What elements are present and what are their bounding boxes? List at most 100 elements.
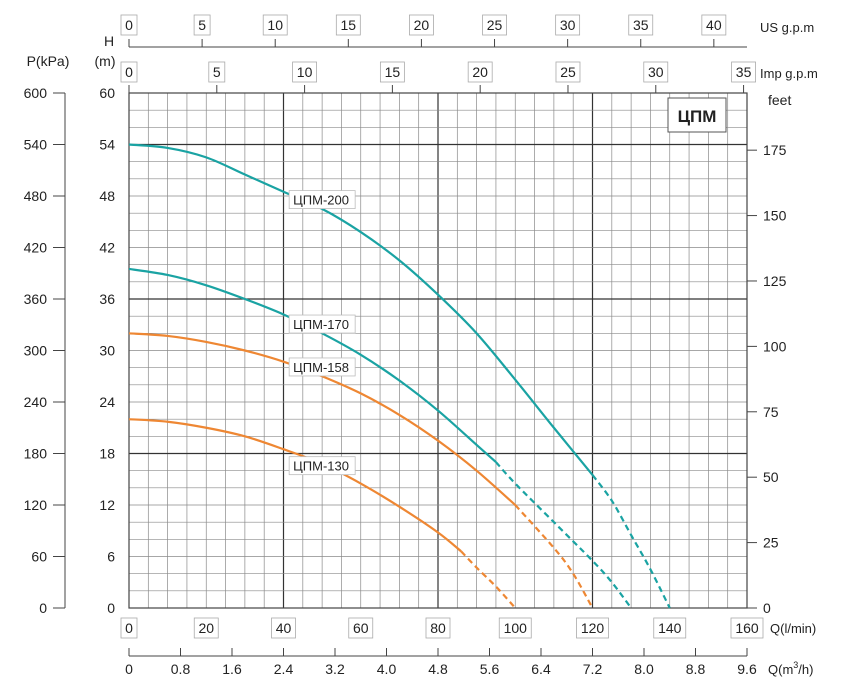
- y-tick-label-pressure: 300: [24, 343, 48, 359]
- curve-solid-цпм-130: [128, 418, 462, 553]
- imp-gpm-tick-box: [120, 61, 138, 83]
- y-tick-label-head: 24: [99, 394, 115, 410]
- y-tick-label-head: 36: [99, 291, 115, 307]
- x-tick-box: [653, 617, 687, 639]
- x-axis-label-imp-gpm: Imp g.p.m: [760, 66, 818, 81]
- x-tick-label-m3h: 4.8: [428, 661, 448, 677]
- y-tick-label-head: 18: [99, 446, 115, 462]
- curve-dashed-цпм-158: [514, 504, 594, 609]
- x-tick-box: [193, 617, 219, 639]
- x-tick-label: 160: [735, 620, 759, 636]
- x-tick-label-us-gpm: 40: [706, 17, 722, 33]
- plot-border: [128, 92, 748, 609]
- curve-solid-цпм-200: [128, 143, 594, 476]
- x-tick-label-imp-gpm: 30: [648, 64, 664, 80]
- curve-label: ЦПМ-170: [293, 317, 349, 332]
- curve-labels: ЦПМ-200 ЦПМ-170 ЦПМ-158 ЦПМ-130 ЦПМ: [288, 97, 727, 476]
- x-tick-label: 120: [581, 620, 605, 636]
- y-axis-label-head-unit: (m): [95, 53, 116, 69]
- y-tick-label-head: 0: [107, 600, 115, 616]
- imp-gpm-tick-box: [292, 61, 317, 83]
- x-tick-label-us-gpm: 35: [633, 17, 649, 33]
- x-axis-label: Q(l/min): [770, 621, 816, 636]
- y-tick-label-pressure: 60: [31, 549, 47, 565]
- y-tick-label-head: 54: [99, 137, 115, 153]
- us-gpm-tick-box: [193, 14, 211, 36]
- us-gpm-tick-box: [335, 14, 361, 36]
- x-tick-label-us-gpm: 15: [341, 17, 357, 33]
- imp-gpm-tick-box: [208, 61, 226, 83]
- y-tick-label-pressure: 120: [24, 497, 48, 513]
- x-tick-label-m3h: 4.0: [377, 661, 397, 677]
- x-tick-label: 20: [198, 620, 214, 636]
- y-tick-label-head: 30: [99, 343, 115, 359]
- x-tick-label-m3h: 2.4: [274, 661, 294, 677]
- x-axis-label-us-gpm: US g.p.m: [760, 20, 814, 35]
- x-tick-label: 0: [125, 620, 133, 636]
- curve-label-box: [288, 357, 356, 377]
- x-tick-label: 140: [658, 620, 682, 636]
- x-tick-label-m3h: 3.2: [325, 661, 345, 677]
- x-tick-label-m3h: 5.6: [480, 661, 500, 677]
- us-gpm-tick-box: [409, 14, 434, 36]
- x-tick-label: 80: [430, 620, 446, 636]
- us-gpm-tick-box: [555, 14, 581, 36]
- x-tick-box: [576, 617, 609, 639]
- us-gpm-tick-box: [482, 14, 507, 36]
- grid: [128, 92, 748, 609]
- y-tick-label-pressure: 240: [24, 394, 48, 410]
- x-tick-label-m3h: 6.4: [531, 661, 551, 677]
- y-tick-label-feet: 100: [763, 338, 787, 354]
- x-tick-label-us-gpm: 5: [198, 17, 206, 33]
- y-tick-label-pressure: 600: [24, 85, 48, 101]
- imp-gpm-tick-box: [643, 61, 669, 83]
- x-tick-label: 100: [504, 620, 528, 636]
- y-tick-label-feet: 125: [763, 273, 787, 289]
- imp-gpm-tick-box: [379, 61, 405, 83]
- chart-title: ЦПМ: [678, 107, 717, 126]
- y-tick-label-pressure: 180: [24, 446, 48, 462]
- y-tick-label-head: 48: [99, 188, 115, 204]
- curve-label-box: [288, 456, 356, 476]
- x-tick-label-m3h: 7.2: [583, 661, 603, 677]
- x-tick-label: 40: [276, 620, 292, 636]
- x-tick-label-us-gpm: 10: [267, 17, 283, 33]
- y-tick-label-feet: 50: [763, 469, 779, 485]
- curve-dashed-цпм-200: [591, 474, 671, 609]
- pump-curves: [128, 143, 671, 609]
- x-tick-box: [498, 617, 532, 639]
- y-tick-label-pressure: 420: [24, 240, 48, 256]
- x-tick-label-us-gpm: 20: [414, 17, 430, 33]
- curve-label: ЦПМ-158: [293, 360, 349, 375]
- x-tick-label-m3h: 8.8: [686, 661, 706, 677]
- curve-label-box: [288, 314, 356, 334]
- x-tick-label-m3h: 0: [125, 661, 133, 677]
- y-tick-label-feet: 175: [763, 142, 787, 158]
- curve-label-box: [288, 190, 356, 209]
- y-tick-label-feet: 150: [763, 208, 787, 224]
- y-axis-label-feet: feet: [768, 92, 791, 108]
- x-tick-box: [425, 617, 451, 639]
- x-tick-label-imp-gpm: 15: [385, 64, 401, 80]
- curve-label: ЦПМ-130: [293, 459, 349, 474]
- x-tick-label-us-gpm: 0: [125, 17, 133, 33]
- y-tick-label-pressure: 360: [24, 291, 48, 307]
- x-tick-label-m3h: 1.6: [222, 661, 242, 677]
- x-tick-box: [348, 617, 374, 639]
- us-gpm-tick-box: [120, 14, 138, 36]
- y-tick-label-head: 6: [107, 549, 115, 565]
- y-axis-label-pressure: P(kPa): [27, 53, 70, 69]
- x-tick-label-imp-gpm: 20: [472, 64, 488, 80]
- y-tick-label-head: 12: [99, 497, 115, 513]
- y-tick-label-pressure: 0: [39, 600, 47, 616]
- imp-gpm-tick-box: [555, 61, 581, 83]
- curve-dashed-цпм-170: [495, 461, 633, 609]
- x-tick-label-m3h: 8.0: [634, 661, 654, 677]
- curve-dashed-цпм-130: [460, 550, 517, 609]
- us-gpm-tick-box: [701, 14, 727, 36]
- y-tick-label-head: 60: [99, 85, 115, 101]
- curve-label: ЦПМ-200: [293, 193, 349, 208]
- y-tick-label-head: 42: [99, 240, 115, 256]
- x-tick-label-us-gpm: 25: [487, 17, 503, 33]
